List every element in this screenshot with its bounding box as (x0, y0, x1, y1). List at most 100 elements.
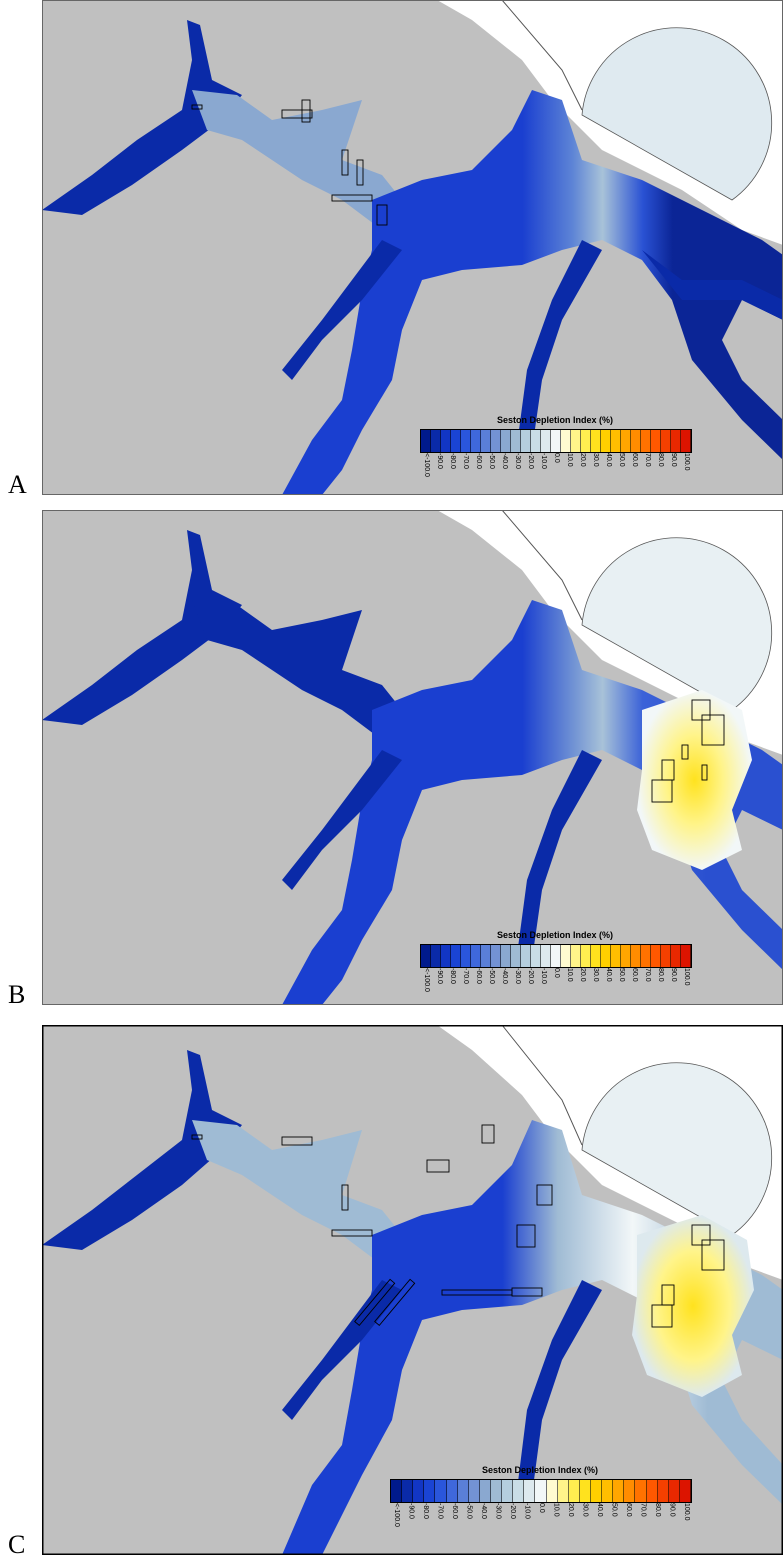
legend-swatch (424, 1480, 436, 1502)
legend-tick-label: 100.0 (683, 453, 690, 471)
legend-swatch (521, 945, 531, 967)
panel-c: Seston Depletion Index (%) <-100.0 -90.0-… (0, 1025, 783, 1563)
legend-swatch (451, 945, 461, 967)
legend-tick-label: 30.0 (592, 453, 599, 467)
legend-swatch (602, 1480, 614, 1502)
legend-swatch (657, 1480, 669, 1502)
legend-tick-label: 50.0 (610, 1503, 618, 1517)
legend-swatch (421, 430, 431, 452)
legend-tick-label: -10.0 (540, 453, 547, 469)
channel-upper (192, 1120, 402, 1265)
plume-circle (581, 27, 773, 201)
legend-swatch (479, 1480, 491, 1502)
legend-swatch (671, 945, 681, 967)
legend-tick-label: -90.0 (436, 968, 443, 984)
legend-tick-label: -20.0 (527, 453, 534, 469)
legend-tick-label: <-100.0 (393, 1503, 400, 1527)
channel-west (42, 1050, 242, 1250)
legend-tick-label: -70.0 (462, 453, 469, 469)
legend-tick-label: 100.0 (683, 1503, 690, 1521)
legend-swatch (591, 945, 601, 967)
legend-swatch (661, 945, 671, 967)
legend-tick-label: 80.0 (654, 1503, 661, 1517)
legend-swatch (531, 430, 541, 452)
legend-swatch (601, 430, 611, 452)
panel-b: Seston Depletion Index (%) <-100.0 -90.0-… (0, 510, 783, 1015)
legend-swatch (446, 1480, 458, 1502)
legend-swatch (413, 1480, 425, 1502)
map-c (42, 1025, 783, 1555)
legend-tick-label: 90.0 (668, 1503, 676, 1517)
legend-tick-label: 10.0 (566, 968, 573, 982)
legend-swatch (435, 1480, 447, 1502)
legend-swatch (511, 430, 521, 452)
legend-tick-label: -60.0 (475, 968, 482, 984)
legend-swatch (521, 430, 531, 452)
headland-edge (501, 510, 583, 621)
plume-circle (581, 1062, 773, 1236)
legend-swatch (391, 1480, 403, 1502)
panel-letter: C (8, 1530, 26, 1559)
legend-swatch (668, 1480, 680, 1502)
legend-swatch (531, 945, 541, 967)
legend-swatch (581, 430, 591, 452)
legend-swatch (601, 945, 611, 967)
legend-swatch (541, 430, 551, 452)
legend-ticks: <-100.0 -90.0 -80.0 -70.0 -60.0 -50.0 -40.0 -30… (390, 1503, 690, 1537)
legend-swatch (621, 945, 631, 967)
legend-swatch (481, 430, 491, 452)
legend-swatch (635, 1480, 647, 1502)
legend-swatch (641, 430, 651, 452)
estuary-main (282, 90, 783, 495)
legend-swatch (624, 1480, 636, 1502)
legend-tick-label: 50.0 (618, 968, 625, 982)
legend-bar (390, 1479, 692, 1503)
legend-bar (420, 429, 692, 453)
legend-swatch (441, 430, 451, 452)
legend-swatch (671, 430, 681, 452)
embayment-east (632, 1215, 754, 1397)
legend-tick-label: -70.0 (462, 968, 469, 984)
legend-swatch (611, 430, 621, 452)
legend-tick-label: -20.0 (527, 968, 534, 984)
legend-tick-label: 80.0 (657, 453, 664, 467)
legend-tick-label: -30.0 (494, 1503, 502, 1519)
legend-swatch (491, 945, 501, 967)
legend-swatch (631, 945, 641, 967)
legend-swatch (511, 945, 521, 967)
legend-tick-label: -80.0 (449, 453, 456, 469)
legend-tick-label: 80.0 (657, 968, 664, 982)
channel-upper (192, 600, 402, 740)
channel-south-east (517, 240, 602, 450)
legend-tick-label: 100.0 (683, 968, 690, 986)
legend-swatch (421, 945, 431, 967)
legend-swatch (661, 430, 671, 452)
legend-swatch (402, 1480, 414, 1502)
legend-tick-label: 20.0 (579, 453, 586, 467)
legend-swatch (621, 430, 631, 452)
channel-south-east (517, 1280, 602, 1495)
channel-south-west (282, 240, 402, 380)
legend-bar (420, 944, 692, 968)
legend-swatch (571, 430, 581, 452)
channel-south-west (282, 750, 402, 890)
legend-swatch (579, 1480, 591, 1502)
legend-swatch (502, 1480, 514, 1502)
legend-tick-label: 90.0 (670, 453, 677, 467)
legend-tick-label: -40.0 (480, 1503, 487, 1519)
legend-swatch (568, 1480, 580, 1502)
legend-tick-label: 0.0 (553, 453, 560, 463)
legend-swatch (646, 1480, 658, 1502)
embayment-east (637, 690, 752, 870)
legend-swatch (631, 430, 641, 452)
legend-swatch (501, 945, 511, 967)
channel-east (642, 250, 783, 320)
legend-swatch (451, 430, 461, 452)
legend-title: Seston Depletion Index (%) (496, 415, 613, 425)
legend-tick-label: -40.0 (501, 453, 508, 469)
legend-swatch (431, 945, 441, 967)
legend-tick-label: 30.0 (592, 968, 599, 982)
legend-tick-label: -40.0 (501, 968, 508, 984)
legend-swatch (431, 430, 441, 452)
legend-swatch (561, 945, 571, 967)
